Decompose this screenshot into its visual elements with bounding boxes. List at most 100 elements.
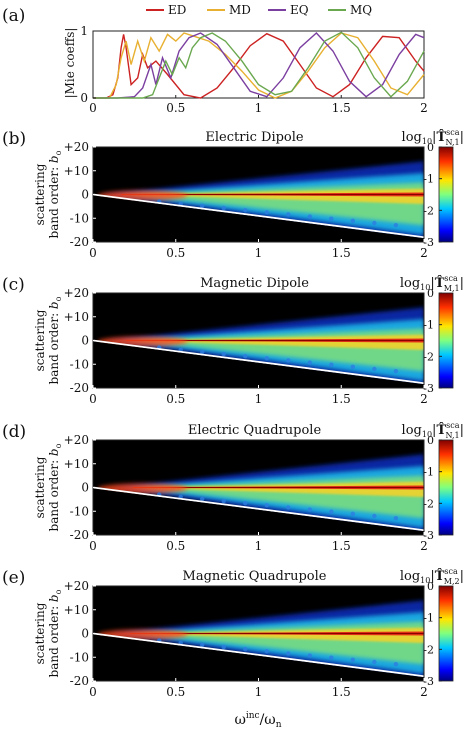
cb-sup: sca <box>444 567 458 576</box>
cb-sub: M,2 <box>444 577 460 586</box>
cb-T: T̂ <box>436 422 446 438</box>
colorbar-tick-label: -1 <box>423 173 434 186</box>
heatmap-field <box>93 600 424 681</box>
resonance-dot <box>372 659 377 665</box>
resonance-dot <box>221 498 226 504</box>
resonance-dot <box>393 661 399 667</box>
x-axis-label: ωinc/ωn <box>234 711 281 730</box>
resonance-dot <box>286 505 291 510</box>
resonance-dot <box>243 500 248 506</box>
colorbar-label: log10|T̂sca N,1| <box>402 421 464 440</box>
resonance-dot <box>264 210 269 215</box>
x-tick-label: 1.5 <box>332 246 351 260</box>
resonance-dot <box>307 653 313 658</box>
cb-sub: N,1 <box>445 138 459 147</box>
y-tick-label: +10 <box>64 457 89 471</box>
resonance-dot <box>393 368 399 374</box>
y-tick-label: 0 <box>81 481 89 495</box>
colorbar-tick-label: -2 <box>423 350 434 363</box>
y-tick-label: 0 <box>81 627 89 641</box>
cb-log: log <box>400 569 420 584</box>
panel-e: (e) Magnetic Quadrupole scattering band ord… <box>2 567 464 699</box>
panel-d: (d) Electric Quadrupole scattering band ord… <box>2 421 464 553</box>
colorbar-label: log10|T̂sca M,2| <box>400 567 464 586</box>
colorbar-tick-label: -2 <box>423 643 434 656</box>
colorbar-tick-label: -2 <box>423 497 434 510</box>
cb-sub: M,1 <box>444 284 460 293</box>
resonance-dot <box>350 218 356 224</box>
legend-item-mq: MQ <box>350 3 372 17</box>
resonance-dot <box>243 353 248 359</box>
resonance-dot <box>329 216 334 221</box>
y-axis-label-line2: band order: bo <box>47 150 63 238</box>
resonance-dot <box>329 509 334 514</box>
forbidden-region <box>93 341 424 388</box>
x-tick-label: 1 <box>255 685 263 699</box>
y-axis-label-line2: band order: bo <box>47 443 63 531</box>
y-tick-label: +10 <box>64 310 89 324</box>
cb-bar-close: | <box>460 130 464 145</box>
panel-b: (b) Electric Dipole scattering band order: … <box>2 128 464 260</box>
cb-base: 10 <box>422 430 432 439</box>
heatmap-field <box>93 307 424 388</box>
x-tick-label: 2 <box>420 246 428 260</box>
resonance-dot <box>350 511 356 517</box>
heatmap-field <box>93 161 424 242</box>
fan-core <box>121 188 424 204</box>
x-tick-label: 0.5 <box>166 246 185 260</box>
y-axis-symbol: b <box>47 155 61 163</box>
resonance-dot <box>221 644 226 650</box>
panel-label: (c) <box>2 275 25 295</box>
forbidden-region <box>93 195 424 242</box>
cutoff-line <box>93 193 424 239</box>
cb-log: log <box>402 130 422 145</box>
y-axis-label-a: |Mie coeffs| <box>63 28 77 99</box>
resonance-dot <box>393 222 399 228</box>
resonance-dot <box>200 203 205 209</box>
x-tick-label: 1.5 <box>332 539 351 553</box>
x-tick-label: 0 <box>89 392 97 406</box>
cb-sub: N,1 <box>445 431 459 440</box>
resonance-dot <box>200 349 205 355</box>
y-tick-label: -20 <box>70 674 89 688</box>
x-tick-label: 0 <box>89 685 97 699</box>
x-tick-label: 2 <box>420 539 428 553</box>
legend-item-md: MD <box>229 3 251 17</box>
cb-bar-open: | <box>432 130 436 145</box>
cb-T: T̂ <box>435 568 445 584</box>
cb-bar-open: | <box>432 423 436 438</box>
resonance-dot <box>286 651 291 656</box>
resonance-dot <box>221 351 226 357</box>
resonance-dot <box>264 649 269 654</box>
cutoff-line <box>93 632 424 678</box>
legend: ED MD EQ MQ <box>146 3 372 17</box>
x-axis-sub: n <box>276 720 282 730</box>
y-axis-label-line1: scattering <box>33 602 47 664</box>
panel-label-a: (a) <box>2 6 25 26</box>
resonance-dot <box>372 513 377 519</box>
colorbar-tick-label: -3 <box>423 675 434 688</box>
x-axis-omega: ω <box>234 712 245 728</box>
x-tick-label: 2 <box>420 101 428 115</box>
resonance-dot <box>307 360 313 365</box>
resonance-dot <box>307 507 313 512</box>
y-tick-label: -10 <box>70 357 89 371</box>
fan-core <box>126 334 424 350</box>
y-tick-label: +20 <box>64 433 89 447</box>
colorbar-tick-label: -3 <box>423 529 434 542</box>
resonance-dot <box>350 657 356 663</box>
y-tick-label: -10 <box>70 211 89 225</box>
cutoff-line <box>93 486 424 532</box>
y-axis-symbol-sub: o <box>54 589 63 594</box>
colorbar-label: log10|T̂sca N,1| <box>402 128 464 147</box>
cb-bar-close: | <box>460 276 464 291</box>
x-tick-label: 1 <box>255 101 263 115</box>
colorbar <box>438 146 454 243</box>
forbidden-region <box>93 634 424 681</box>
forbidden-region <box>93 488 424 535</box>
resonance-dot <box>264 503 269 508</box>
series-line-mq <box>93 31 425 99</box>
cutoff-line <box>93 339 424 385</box>
